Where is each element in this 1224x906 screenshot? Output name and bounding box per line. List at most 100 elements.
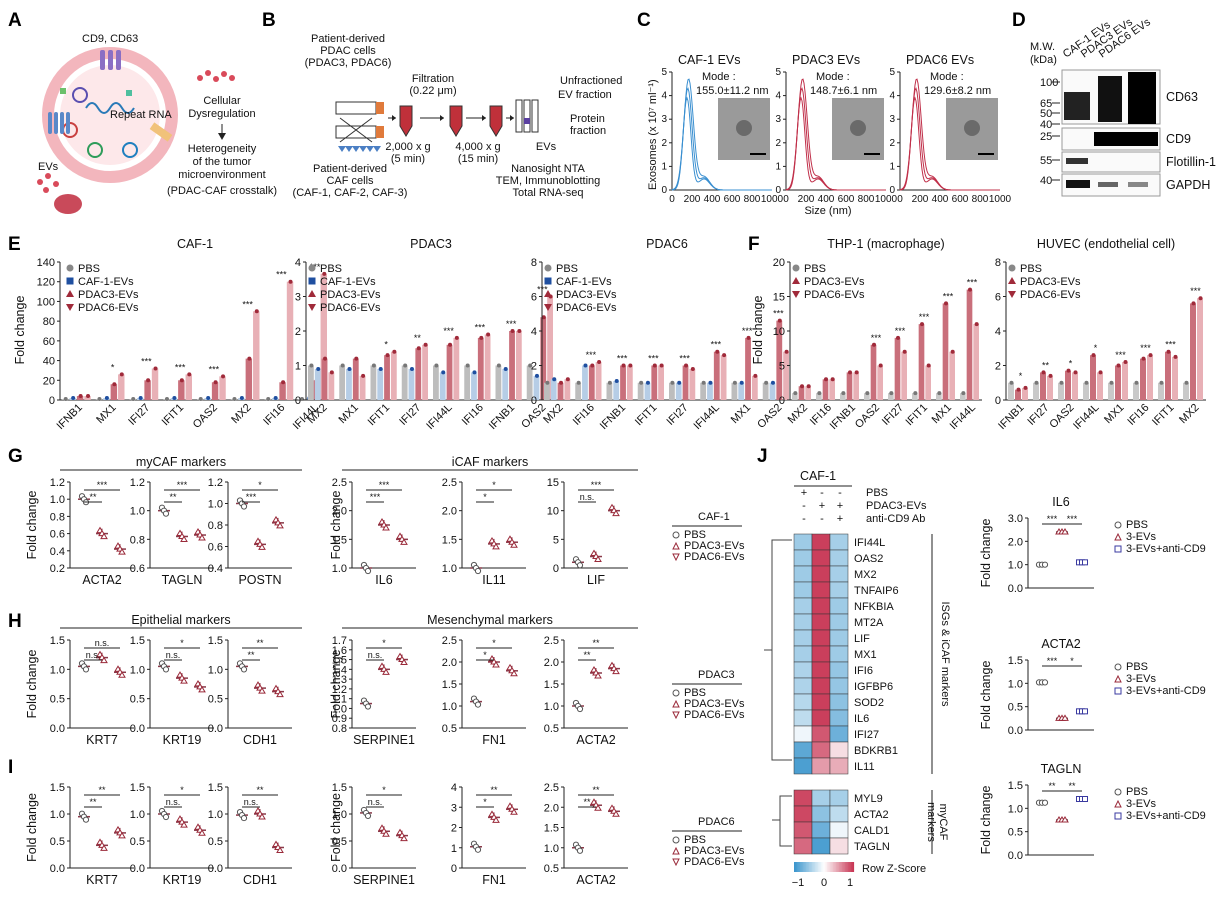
bar-pdac3-evs <box>352 358 359 400</box>
heatmap-cell <box>829 597 849 615</box>
data-point <box>848 370 852 375</box>
bar-pdac6-evs <box>286 281 294 400</box>
y-tick-label: 0.0 <box>50 863 65 875</box>
gapdh-band <box>1128 182 1148 187</box>
legend-label: PDAC3-EVs <box>684 540 745 552</box>
ev-dot-icon <box>37 179 43 185</box>
heatmap-cell <box>793 581 813 599</box>
significance-label: *** <box>773 309 784 319</box>
heatmap-cell <box>811 789 831 807</box>
caf-cell-icon <box>338 146 346 152</box>
data-point <box>1034 380 1039 385</box>
data-point <box>722 353 727 358</box>
x-tick-label: 0 <box>897 194 903 205</box>
tumor-cell-icon <box>54 194 82 214</box>
heatmap-cell <box>829 565 849 583</box>
mw-label: M.W. <box>1030 41 1055 53</box>
bar-pdac3-evs <box>798 386 805 400</box>
category-label: IFI27 <box>397 402 423 428</box>
heatmap-cell <box>829 837 849 855</box>
bar-pdac3-evs <box>894 337 901 400</box>
receptor-icon <box>66 112 70 134</box>
scale-tick: 0 <box>821 877 827 889</box>
bar-pdac3-evs <box>178 380 185 400</box>
y-tick-label: 0 <box>889 185 895 196</box>
data-point <box>276 846 284 853</box>
y-tick-label: 0.4 <box>50 546 65 558</box>
panel-label-f: F <box>748 234 760 255</box>
data-point <box>479 335 484 340</box>
data-point <box>576 705 584 713</box>
significance-label: *** <box>1140 343 1151 353</box>
data-point <box>378 366 383 371</box>
data-point <box>213 380 218 385</box>
data-point <box>621 363 626 368</box>
legend-marker <box>792 264 800 272</box>
gene-label: KRT7 <box>86 733 118 747</box>
y-tick-label: 1.2 <box>130 477 145 489</box>
bar-pdac6-evs <box>949 351 955 400</box>
x-tick-label: 1000 <box>989 194 1012 205</box>
significance-label: *** <box>370 492 381 502</box>
data-point <box>645 380 650 385</box>
significance-label: *** <box>742 326 753 336</box>
bar-pdac6-evs <box>626 365 633 400</box>
chart-title: PDAC6 <box>646 237 688 251</box>
size-axis-title: Size (nm) <box>804 205 851 217</box>
bar-plot-title: TAGLN <box>1041 762 1082 776</box>
heatmap-cell <box>811 757 831 775</box>
data-point <box>448 342 453 347</box>
y-tick-label: 0.5 <box>50 694 65 706</box>
data-point <box>1173 354 1178 359</box>
colorscale-bar <box>852 862 855 872</box>
panel-label-j: J <box>757 446 768 467</box>
legend-marker <box>66 264 74 272</box>
legend-marker <box>66 304 74 311</box>
data-point <box>612 667 620 675</box>
panel-label-h: H <box>8 611 22 632</box>
significance-label: * <box>180 785 184 795</box>
legend-marker <box>792 291 800 298</box>
data-point <box>118 831 126 839</box>
bar-pdac6-evs <box>390 351 397 400</box>
y-tick-label: 0.8 <box>50 511 65 523</box>
category-label: IFIT1 <box>903 402 930 429</box>
category-label: MX1 <box>1102 402 1126 426</box>
y-tick-label: 0.0 <box>130 863 145 875</box>
data-point <box>187 372 192 377</box>
y-tick-label: 1.0 <box>130 506 145 518</box>
y-tick-label: 1.5 <box>332 655 347 667</box>
legend-marker <box>672 553 680 562</box>
repeat-rna-label: Repeat RNA <box>110 109 172 121</box>
bar-pbs <box>1083 382 1089 400</box>
legend-label: PDAC3-EVs <box>78 289 139 301</box>
y-tick-label: 1.0 <box>332 703 347 715</box>
y-tick-label: 4 <box>295 257 301 269</box>
category-label: IFNB1 <box>598 402 629 433</box>
heatmap-cell <box>829 645 849 663</box>
significance-label: ** <box>256 785 264 795</box>
y-tick-label: 1.2 <box>208 477 223 489</box>
bar-pdac3-evs <box>1040 372 1046 400</box>
heatmap-cell <box>811 741 831 759</box>
pdac-cells-label: (PDAC3, PDAC6) <box>305 57 392 69</box>
x-tick-label: 200 <box>912 194 929 205</box>
significance-label: * <box>1019 371 1023 381</box>
colorscale-bar <box>824 862 826 872</box>
significance-label: ** <box>592 785 600 795</box>
data-point <box>974 322 979 327</box>
data-point <box>364 567 372 575</box>
bar-pdac6-evs <box>1097 372 1103 400</box>
heatmap-cell <box>829 613 849 631</box>
significance-label: n.s. <box>244 797 259 807</box>
y-tick-label: 1.5 <box>1008 655 1023 667</box>
category-label: IFNB1 <box>828 402 859 433</box>
significance-label: *** <box>310 262 321 272</box>
panel-label-i: I <box>8 757 13 778</box>
bar-pdac6-evs <box>720 355 727 400</box>
panel-label-g: G <box>8 446 23 467</box>
bar-pbs <box>526 365 533 400</box>
tetraspanin-icon <box>116 50 121 70</box>
exosome-axis-title: Exosomes (x 10⁷ ml⁻¹) <box>647 79 659 190</box>
data-point <box>583 363 588 368</box>
